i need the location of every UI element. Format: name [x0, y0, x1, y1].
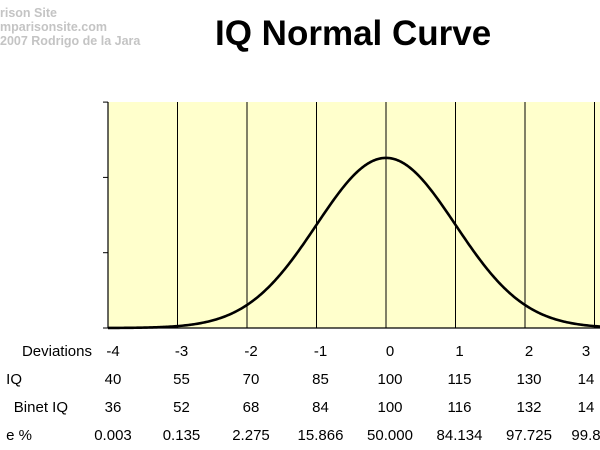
table-cell: 50.000 [367, 427, 413, 444]
table-cell: 116 [447, 399, 472, 416]
table-cell: 99.8 [571, 427, 600, 444]
chart-title: IQ Normal Curve [215, 14, 492, 53]
table-cell: 0.135 [162, 427, 201, 444]
table-cell: 100 [377, 371, 403, 388]
watermark-line: 2007 Rodrigo de la Jara [0, 34, 141, 48]
table-cell: 2 [524, 343, 534, 360]
table-cell: 84 [312, 399, 329, 416]
table-cell: 1 [455, 343, 464, 360]
watermark-line: mparisonsite.com [0, 20, 107, 34]
watermark-line: rison Site [0, 6, 57, 20]
table-cell: 3 [581, 343, 591, 360]
table-cell: 97.725 [506, 427, 552, 444]
normal-curve-line [108, 156, 600, 330]
table-cell: 2.275 [232, 427, 270, 444]
table-cell: 130 [516, 371, 542, 388]
table-cell: 0 [385, 343, 395, 360]
table-cell: -2 [244, 343, 258, 360]
table-cell: 52 [173, 399, 190, 416]
table-cell: 0.003 [94, 427, 132, 444]
table-row-label: Deviations [21, 343, 92, 360]
table-cell: 15.866 [297, 427, 344, 444]
table-cell: 68 [242, 399, 260, 416]
table-cell: 14 [577, 399, 595, 416]
table-cell: 100 [377, 399, 403, 416]
table-cell: 85 [312, 371, 329, 388]
table-cell: 55 [173, 371, 190, 388]
table-cell: 36 [104, 399, 122, 416]
table-cell: -4 [106, 343, 120, 360]
table-cell: 84.134 [436, 427, 483, 444]
table-cell: -1 [313, 343, 328, 360]
table-row-label: Binet IQ [13, 399, 68, 416]
table-cell: 70 [242, 371, 260, 388]
table-cell: 40 [104, 371, 122, 388]
table-cell: 115 [447, 371, 472, 388]
copyright-watermark: rison Site mparisonsite.com 2007 Rodrigo… [0, 6, 200, 48]
table-cell: -3 [174, 343, 189, 360]
table-row-label: e % [6, 427, 32, 444]
table-cell: 14 [577, 371, 595, 388]
plot-background [108, 102, 600, 328]
table-row-label: IQ [6, 371, 22, 388]
table-cell: 132 [516, 399, 542, 416]
